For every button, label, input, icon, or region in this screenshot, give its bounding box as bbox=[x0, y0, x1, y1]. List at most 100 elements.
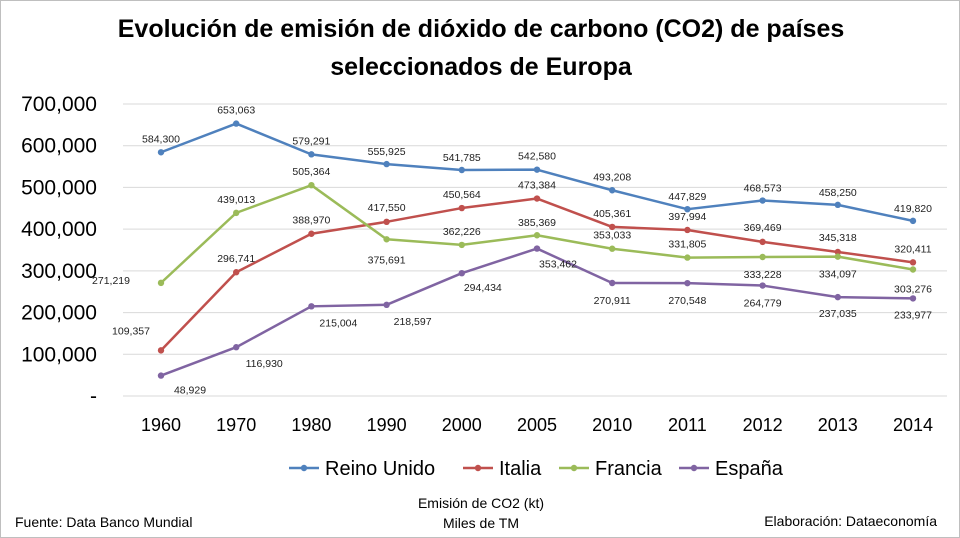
data-label: 353,462 bbox=[539, 259, 577, 271]
data-label: 468,573 bbox=[744, 183, 782, 195]
data-label: 458,250 bbox=[819, 187, 857, 199]
data-label: 369,469 bbox=[744, 222, 782, 234]
data-label: 388,970 bbox=[292, 215, 330, 227]
y-axis: - 100,000 200,000 300,000 400,000 500,000 600,… bbox=[21, 93, 97, 408]
data-point bbox=[759, 197, 766, 204]
data-point bbox=[308, 230, 315, 237]
data-point bbox=[759, 282, 766, 289]
data-point bbox=[609, 187, 616, 194]
legend-label: Francia bbox=[595, 458, 663, 480]
data-point bbox=[458, 166, 465, 174]
data-point bbox=[458, 269, 465, 277]
legend-swatch-marker bbox=[300, 464, 308, 472]
data-point bbox=[533, 245, 541, 252]
series-group: 584,300 653,063 579,291 555,925 541,785 542,5… bbox=[92, 105, 932, 397]
data-point bbox=[834, 201, 841, 209]
data-label: 215,004 bbox=[319, 317, 357, 329]
legend: Reino Unido Italia Francia España bbox=[289, 458, 784, 480]
x-tick-label: 2000 bbox=[442, 415, 482, 435]
data-point bbox=[834, 248, 841, 256]
series-italia: 109,357 296,741 388,970 417,550 450,564 473,3… bbox=[112, 180, 932, 354]
grid-lines bbox=[123, 103, 947, 397]
series-reino-unido: 584,300 653,063 579,291 555,925 541,785 542,5… bbox=[142, 105, 932, 225]
data-label: 447,829 bbox=[668, 191, 706, 203]
data-label: 505,364 bbox=[292, 166, 330, 178]
y-tick-label: 200,000 bbox=[21, 302, 97, 325]
y-tick-label: 700,000 bbox=[21, 93, 97, 116]
data-point bbox=[157, 279, 165, 287]
legend-item: Reino Unido bbox=[289, 458, 435, 480]
data-label: 294,434 bbox=[464, 282, 502, 294]
data-point bbox=[233, 209, 240, 217]
data-label: 439,013 bbox=[217, 194, 255, 206]
y-tick-label: - bbox=[90, 385, 97, 408]
data-point bbox=[909, 295, 917, 302]
data-point bbox=[383, 236, 390, 243]
data-label: 264,779 bbox=[744, 298, 782, 310]
legend-item: Francia bbox=[559, 458, 663, 480]
y-tick-label: 600,000 bbox=[21, 135, 97, 158]
data-point bbox=[609, 279, 616, 287]
data-point bbox=[834, 253, 841, 260]
data-label: 218,597 bbox=[394, 316, 432, 328]
unit-label-line-2: Miles de TM bbox=[443, 515, 519, 531]
data-label: 48,929 bbox=[174, 385, 206, 397]
chart-title-line-1: Evolución de emisión de dióxido de carbo… bbox=[118, 15, 845, 43]
data-label: 303,276 bbox=[894, 283, 932, 295]
series-francia: 271,219 439,013 505,364 375,691 362,226 385,3… bbox=[92, 166, 932, 295]
source-note: Fuente: Data Banco Mundial bbox=[15, 514, 192, 530]
data-point bbox=[909, 217, 917, 225]
data-label: 270,911 bbox=[594, 295, 631, 307]
data-point bbox=[909, 266, 917, 273]
data-point bbox=[834, 293, 841, 301]
data-point bbox=[684, 205, 691, 213]
data-point bbox=[383, 160, 390, 168]
x-tick-label: 2012 bbox=[743, 415, 783, 435]
x-tick-label: 2014 bbox=[893, 415, 933, 435]
data-point bbox=[308, 181, 315, 189]
data-label: 320,411 bbox=[894, 243, 931, 255]
data-label: 579,291 bbox=[292, 135, 330, 147]
data-label: 271,219 bbox=[92, 275, 130, 287]
legend-item: Italia bbox=[463, 458, 542, 480]
data-point bbox=[684, 279, 691, 287]
data-point bbox=[308, 303, 315, 310]
legend-swatch-marker bbox=[570, 464, 578, 472]
data-label: 405,361 bbox=[593, 208, 631, 220]
data-point bbox=[533, 195, 541, 202]
legend-swatch-marker bbox=[690, 464, 698, 472]
data-point bbox=[458, 204, 465, 212]
data-point bbox=[383, 301, 390, 309]
x-tick-label: 2010 bbox=[592, 415, 632, 435]
data-label: 473,384 bbox=[518, 180, 556, 192]
data-label: 362,226 bbox=[443, 226, 481, 238]
data-point bbox=[458, 241, 465, 249]
credit-note: Elaboración: Dataeconomía bbox=[764, 513, 937, 529]
data-point bbox=[233, 344, 240, 351]
data-point bbox=[609, 223, 616, 231]
x-tick-label: 2011 bbox=[668, 415, 707, 435]
data-label: 331,805 bbox=[668, 239, 706, 251]
x-tick-label: 1970 bbox=[216, 415, 256, 435]
data-point bbox=[759, 253, 766, 261]
data-label: 584,300 bbox=[142, 133, 180, 145]
data-label: 653,063 bbox=[217, 105, 255, 117]
data-point bbox=[684, 254, 691, 261]
data-point bbox=[233, 120, 240, 127]
x-tick-label: 1980 bbox=[291, 415, 331, 435]
data-label: 555,925 bbox=[368, 146, 406, 158]
data-label: 116,930 bbox=[246, 358, 283, 370]
data-label: 233,977 bbox=[894, 309, 932, 321]
data-label: 541,785 bbox=[443, 152, 481, 164]
y-tick-label: 300,000 bbox=[21, 260, 97, 283]
data-label: 333,228 bbox=[744, 269, 782, 281]
x-tick-label: 1960 bbox=[141, 415, 181, 435]
data-label: 353,033 bbox=[593, 230, 631, 242]
data-label: 397,994 bbox=[668, 211, 706, 223]
legend-label: Italia bbox=[499, 458, 542, 480]
data-label: 334,097 bbox=[819, 269, 857, 281]
legend-label: España bbox=[715, 458, 784, 480]
data-label: 109,357 bbox=[112, 325, 150, 337]
